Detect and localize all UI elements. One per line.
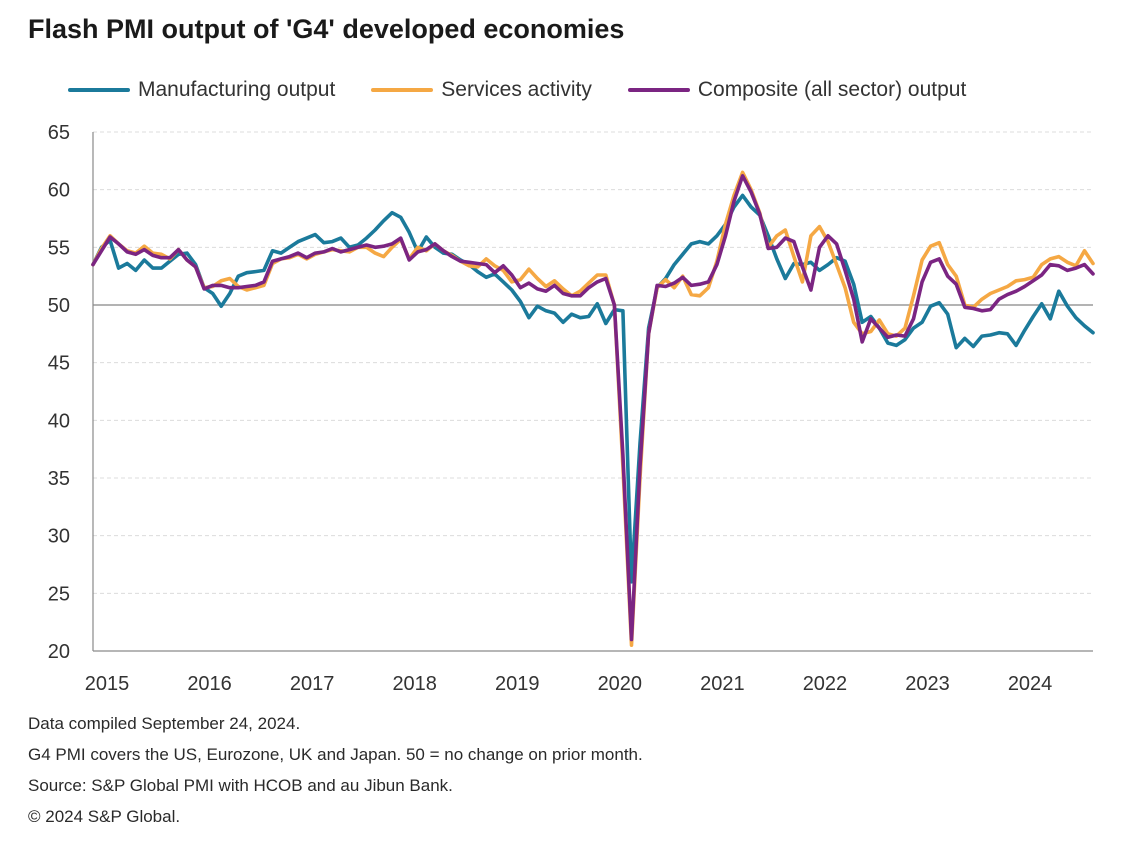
- legend-swatch-composite: [627, 88, 690, 92]
- legend-swatch-services: [371, 88, 434, 92]
- y-tick-label-40: 40: [48, 410, 70, 432]
- y-tick-label-65: 65: [48, 122, 70, 144]
- y-tick-label-35: 35: [48, 468, 70, 490]
- x-tick-label-2019: 2019: [495, 673, 540, 695]
- legend-item-services: Services activity: [371, 78, 592, 102]
- y-tick-label-55: 55: [48, 237, 70, 259]
- x-tick-label-2016: 2016: [187, 673, 232, 695]
- x-tick-label-2018: 2018: [392, 673, 437, 695]
- series-lines: [91, 170, 1095, 648]
- y-tick-label-45: 45: [48, 353, 70, 375]
- y-tick-label-60: 60: [48, 180, 70, 202]
- x-tick-label-2024: 2024: [1008, 673, 1053, 695]
- x-tick-label-2017: 2017: [290, 673, 335, 695]
- note-copyright: © 2024 S&P Global.: [28, 807, 181, 826]
- chart-title: Flash PMI output of 'G4' developed econo…: [28, 14, 625, 44]
- legend-label-services: Services activity: [441, 78, 592, 101]
- grid-lines: [93, 131, 1093, 594]
- note-source: Source: S&P Global PMI with HCOB and au …: [28, 776, 453, 795]
- series-line-manufacturing: [91, 193, 1095, 584]
- legend-swatch-manufacturing: [68, 88, 130, 92]
- chart-legend: Manufacturing output Services activity C…: [68, 74, 1002, 106]
- y-tick-label-25: 25: [48, 583, 70, 605]
- legend-label-composite: Composite (all sector) output: [697, 78, 967, 101]
- x-tick-label-2022: 2022: [803, 673, 848, 695]
- y-tick-label-30: 30: [48, 526, 70, 548]
- x-tick-label-2023: 2023: [905, 673, 950, 695]
- y-tick-label-50: 50: [48, 295, 70, 317]
- x-tick-label-2021: 2021: [700, 673, 745, 695]
- x-axis: 2015 2016 2017 2018 2019 2020 2021 2022 2023 2024: [85, 650, 1093, 695]
- legend-label-manufacturing: Manufacturing output: [138, 78, 336, 101]
- series-line-composite: [91, 174, 1095, 642]
- note-coverage: G4 PMI covers the US, Eurozone, UK and J…: [28, 745, 643, 764]
- legend-item-manufacturing: Manufacturing output: [68, 78, 335, 102]
- legend-item-composite: Composite (all sector) output: [627, 78, 967, 102]
- x-tick-label-2015: 2015: [85, 673, 130, 695]
- y-axis: 20 25 30 35 40 45 50 55 60 65: [48, 122, 94, 663]
- series-line-services: [91, 170, 1095, 648]
- note-data-compiled: Data compiled September 24, 2024.: [28, 714, 301, 733]
- chart-notes: Data compiled September 24, 2024. G4 PMI…: [28, 708, 643, 832]
- y-tick-label-20: 20: [48, 641, 70, 663]
- x-tick-label-2020: 2020: [598, 673, 643, 695]
